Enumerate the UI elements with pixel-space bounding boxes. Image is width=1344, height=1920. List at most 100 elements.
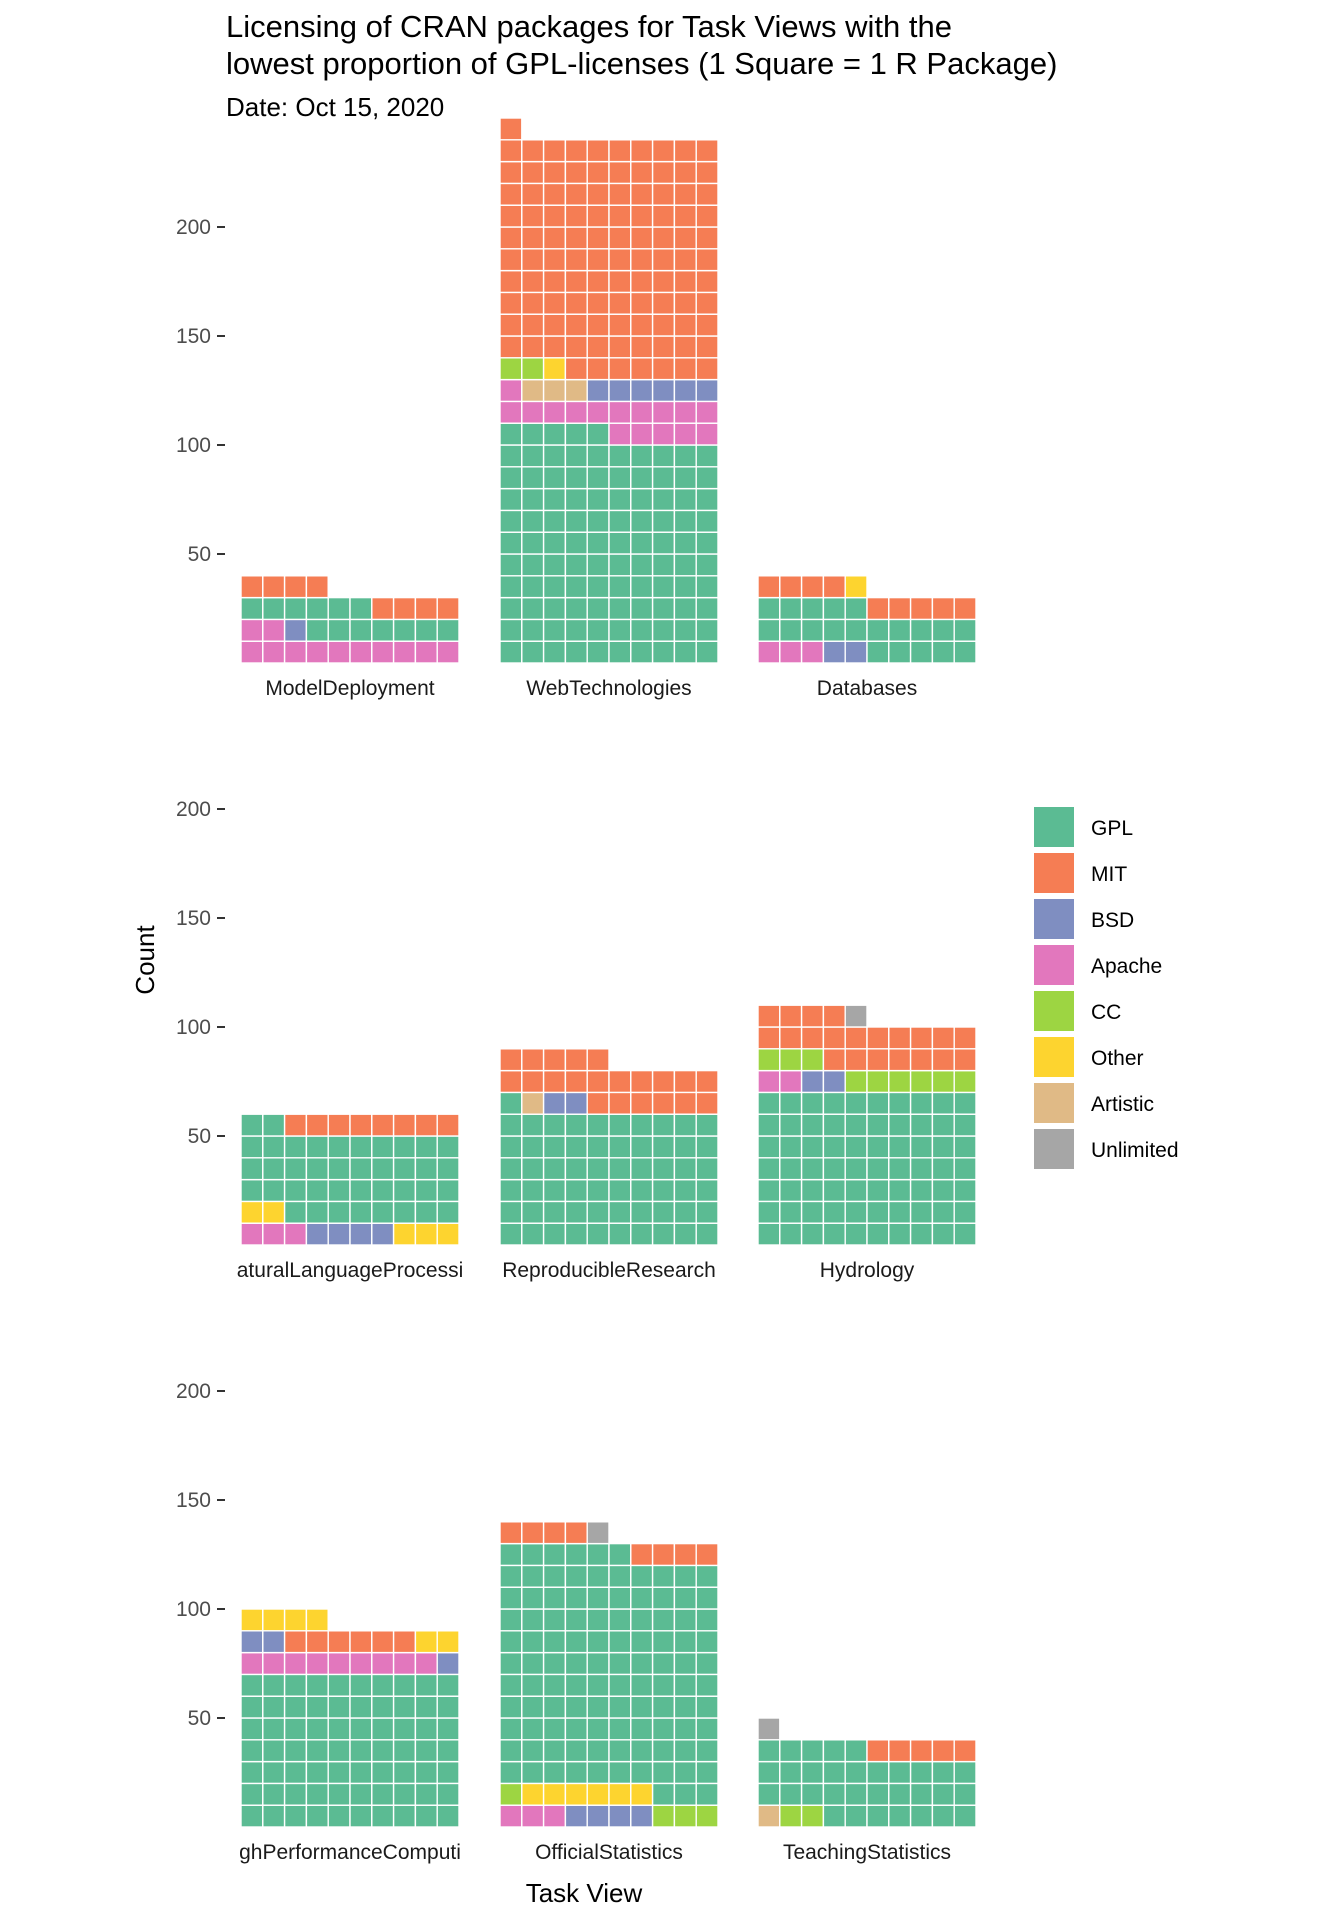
square-WebTechnologies-GPL-44 — [586, 553, 610, 577]
category-label-WebTechnologies: WebTechnologies — [526, 677, 691, 700]
square-WebTechnologies-GPL-65 — [608, 509, 632, 533]
square-WebTechnologies-GPL-52 — [542, 531, 567, 555]
square-ReproducibleResearch-MIT-66 — [630, 1091, 654, 1115]
square-WebTechnologies-GPL-84 — [586, 466, 610, 490]
square-ModelDeployment-GPL-24 — [327, 596, 351, 621]
square-OfficialStatistics-GPL-110 — [499, 1564, 523, 1588]
square-WebTechnologies-Artistic-123 — [564, 378, 588, 403]
square-TeachingStatistics-MIT-37 — [909, 1739, 934, 1763]
square-HighPerformanceComputing-GPL-11 — [262, 1782, 286, 1806]
square-WebTechnologies-MIT-240 — [499, 117, 523, 141]
square-Hydrology-GPL-29 — [953, 1178, 977, 1203]
square-HighPerformanceComputing-GPL-22 — [283, 1760, 308, 1785]
square-WebTechnologies-GPL-8 — [673, 640, 697, 664]
square-WebTechnologies-GPL-91 — [521, 444, 545, 468]
square-OfficialStatistics-GPL-97 — [651, 1608, 676, 1632]
square-WebTechnologies-MIT-203 — [564, 204, 588, 228]
square-HighPerformanceComputing-BSD-81 — [262, 1630, 286, 1654]
category-label-NaturalLanguageProcessing: aturalLanguageProcessi — [237, 1259, 464, 1282]
square-Databases-Apache-2 — [800, 640, 825, 664]
square-OfficialStatistics-Other-11 — [521, 1782, 545, 1806]
square-WebTechnologies-MIT-232 — [542, 139, 567, 163]
square-Hydrology-MIT-93 — [822, 1026, 846, 1050]
square-WebTechnologies-MIT-239 — [695, 139, 719, 163]
square-Hydrology-GPL-31 — [779, 1157, 803, 1181]
square-Hydrology-GPL-36 — [888, 1157, 912, 1181]
square-TeachingStatistics-GPL-25 — [866, 1760, 890, 1785]
square-ModelDeployment-Apache-7 — [392, 640, 417, 664]
square-WebTechnologies-Apache-117 — [651, 400, 676, 424]
panel-WebTechnologies: WebTechnologies — [499, 117, 719, 700]
square-WebTechnologies-GPL-61 — [521, 509, 545, 533]
square-WebTechnologies-MIT-172 — [542, 269, 567, 294]
square-ModelDeployment-GPL-14 — [327, 618, 351, 642]
square-Hydrology-GPL-49 — [953, 1135, 977, 1159]
square-TeachingStatistics-GPL-18 — [931, 1782, 955, 1806]
square-HighPerformanceComputing-GPL-21 — [262, 1760, 286, 1785]
square-OfficialStatistics-GPL-116 — [630, 1564, 654, 1588]
legend-label-Apache: Apache — [1091, 955, 1162, 978]
square-WebTechnologies-MIT-218 — [673, 182, 697, 206]
square-ReproducibleResearch-GPL-12 — [542, 1200, 567, 1224]
square-TeachingStatistics-GPL-33 — [822, 1739, 846, 1763]
square-ModelDeployment-MIT-32 — [283, 575, 308, 599]
square-Databases-GPL-22 — [800, 596, 825, 621]
square-WebTechnologies-GPL-14 — [586, 618, 610, 642]
square-WebTechnologies-GPL-17 — [651, 618, 676, 642]
square-NaturalLanguageProcessing-Other-7 — [392, 1222, 417, 1246]
square-WebTechnologies-MIT-224 — [586, 160, 610, 185]
square-OfficialStatistics-GPL-114 — [586, 1564, 610, 1588]
square-OfficialStatistics-GPL-52 — [542, 1695, 567, 1719]
square-OfficialStatistics-GPL-122 — [542, 1542, 567, 1567]
square-NaturalLanguageProcessing-BSD-3 — [305, 1222, 329, 1246]
square-OfficialStatistics-MIT-126 — [630, 1542, 654, 1567]
square-OfficialStatistics-Other-13 — [564, 1782, 588, 1806]
square-ReproducibleResearch-GPL-45 — [608, 1135, 632, 1159]
square-NaturalLanguageProcessing-Other-11 — [262, 1200, 286, 1224]
square-ReproducibleResearch-GPL-9 — [695, 1222, 719, 1246]
square-WebTechnologies-BSD-124 — [586, 378, 610, 403]
square-WebTechnologies-GPL-40 — [499, 553, 523, 577]
square-HighPerformanceComputing-Apache-77 — [392, 1651, 417, 1676]
square-HighPerformanceComputing-GPL-2 — [283, 1804, 308, 1828]
square-NaturalLanguageProcessing-GPL-19 — [436, 1200, 460, 1224]
square-OfficialStatistics-GPL-85 — [608, 1630, 632, 1654]
square-WebTechnologies-GPL-43 — [564, 553, 588, 577]
square-ReproducibleResearch-GPL-20 — [499, 1178, 523, 1203]
y-tick-label-row0-1: 100 — [176, 434, 211, 457]
square-TeachingStatistics-MIT-36 — [888, 1739, 912, 1763]
square-OfficialStatistics-GPL-59 — [695, 1695, 719, 1719]
square-WebTechnologies-GPL-18 — [673, 618, 697, 642]
square-ReproducibleResearch-GPL-29 — [695, 1178, 719, 1203]
square-Databases-MIT-33 — [822, 575, 846, 599]
square-WebTechnologies-GPL-86 — [630, 466, 654, 490]
square-TeachingStatistics-GPL-12 — [800, 1782, 825, 1806]
square-ReproducibleResearch-GPL-22 — [542, 1178, 567, 1203]
square-OfficialStatistics-GPL-69 — [695, 1673, 719, 1697]
square-HighPerformanceComputing-GPL-50 — [240, 1695, 264, 1719]
square-WebTechnologies-GPL-68 — [673, 509, 697, 533]
square-HighPerformanceComputing-BSD-79 — [436, 1651, 460, 1676]
square-Databases-GPL-5 — [866, 640, 890, 664]
square-OfficialStatistics-GPL-43 — [564, 1717, 588, 1741]
square-WebTechnologies-Apache-112 — [542, 400, 567, 424]
square-OfficialStatistics-GPL-58 — [673, 1695, 697, 1719]
square-Hydrology-GPL-50 — [757, 1113, 781, 1137]
square-ModelDeployment-GPL-13 — [305, 618, 329, 642]
square-WebTechnologies-MIT-153 — [564, 313, 588, 337]
square-TeachingStatistics-GPL-27 — [909, 1760, 934, 1785]
square-OfficialStatistics-GPL-48 — [673, 1717, 697, 1741]
square-Hydrology-GPL-6 — [888, 1222, 912, 1246]
square-Hydrology-GPL-68 — [931, 1091, 955, 1115]
square-WebTechnologies-GPL-32 — [542, 575, 567, 599]
legend-swatch-CC — [1034, 991, 1074, 1031]
square-HighPerformanceComputing-GPL-6 — [371, 1804, 395, 1828]
square-ReproducibleResearch-GPL-38 — [673, 1157, 697, 1181]
square-NaturalLanguageProcessing-GPL-33 — [305, 1157, 329, 1181]
legend-swatch-Apache — [1034, 945, 1074, 985]
square-NaturalLanguageProcessing-GPL-50 — [240, 1113, 264, 1137]
square-WebTechnologies-MIT-187 — [651, 248, 676, 272]
square-HighPerformanceComputing-GPL-54 — [327, 1695, 351, 1719]
square-Hydrology-CC-77 — [909, 1069, 934, 1094]
square-WebTechnologies-MIT-209 — [695, 204, 719, 228]
